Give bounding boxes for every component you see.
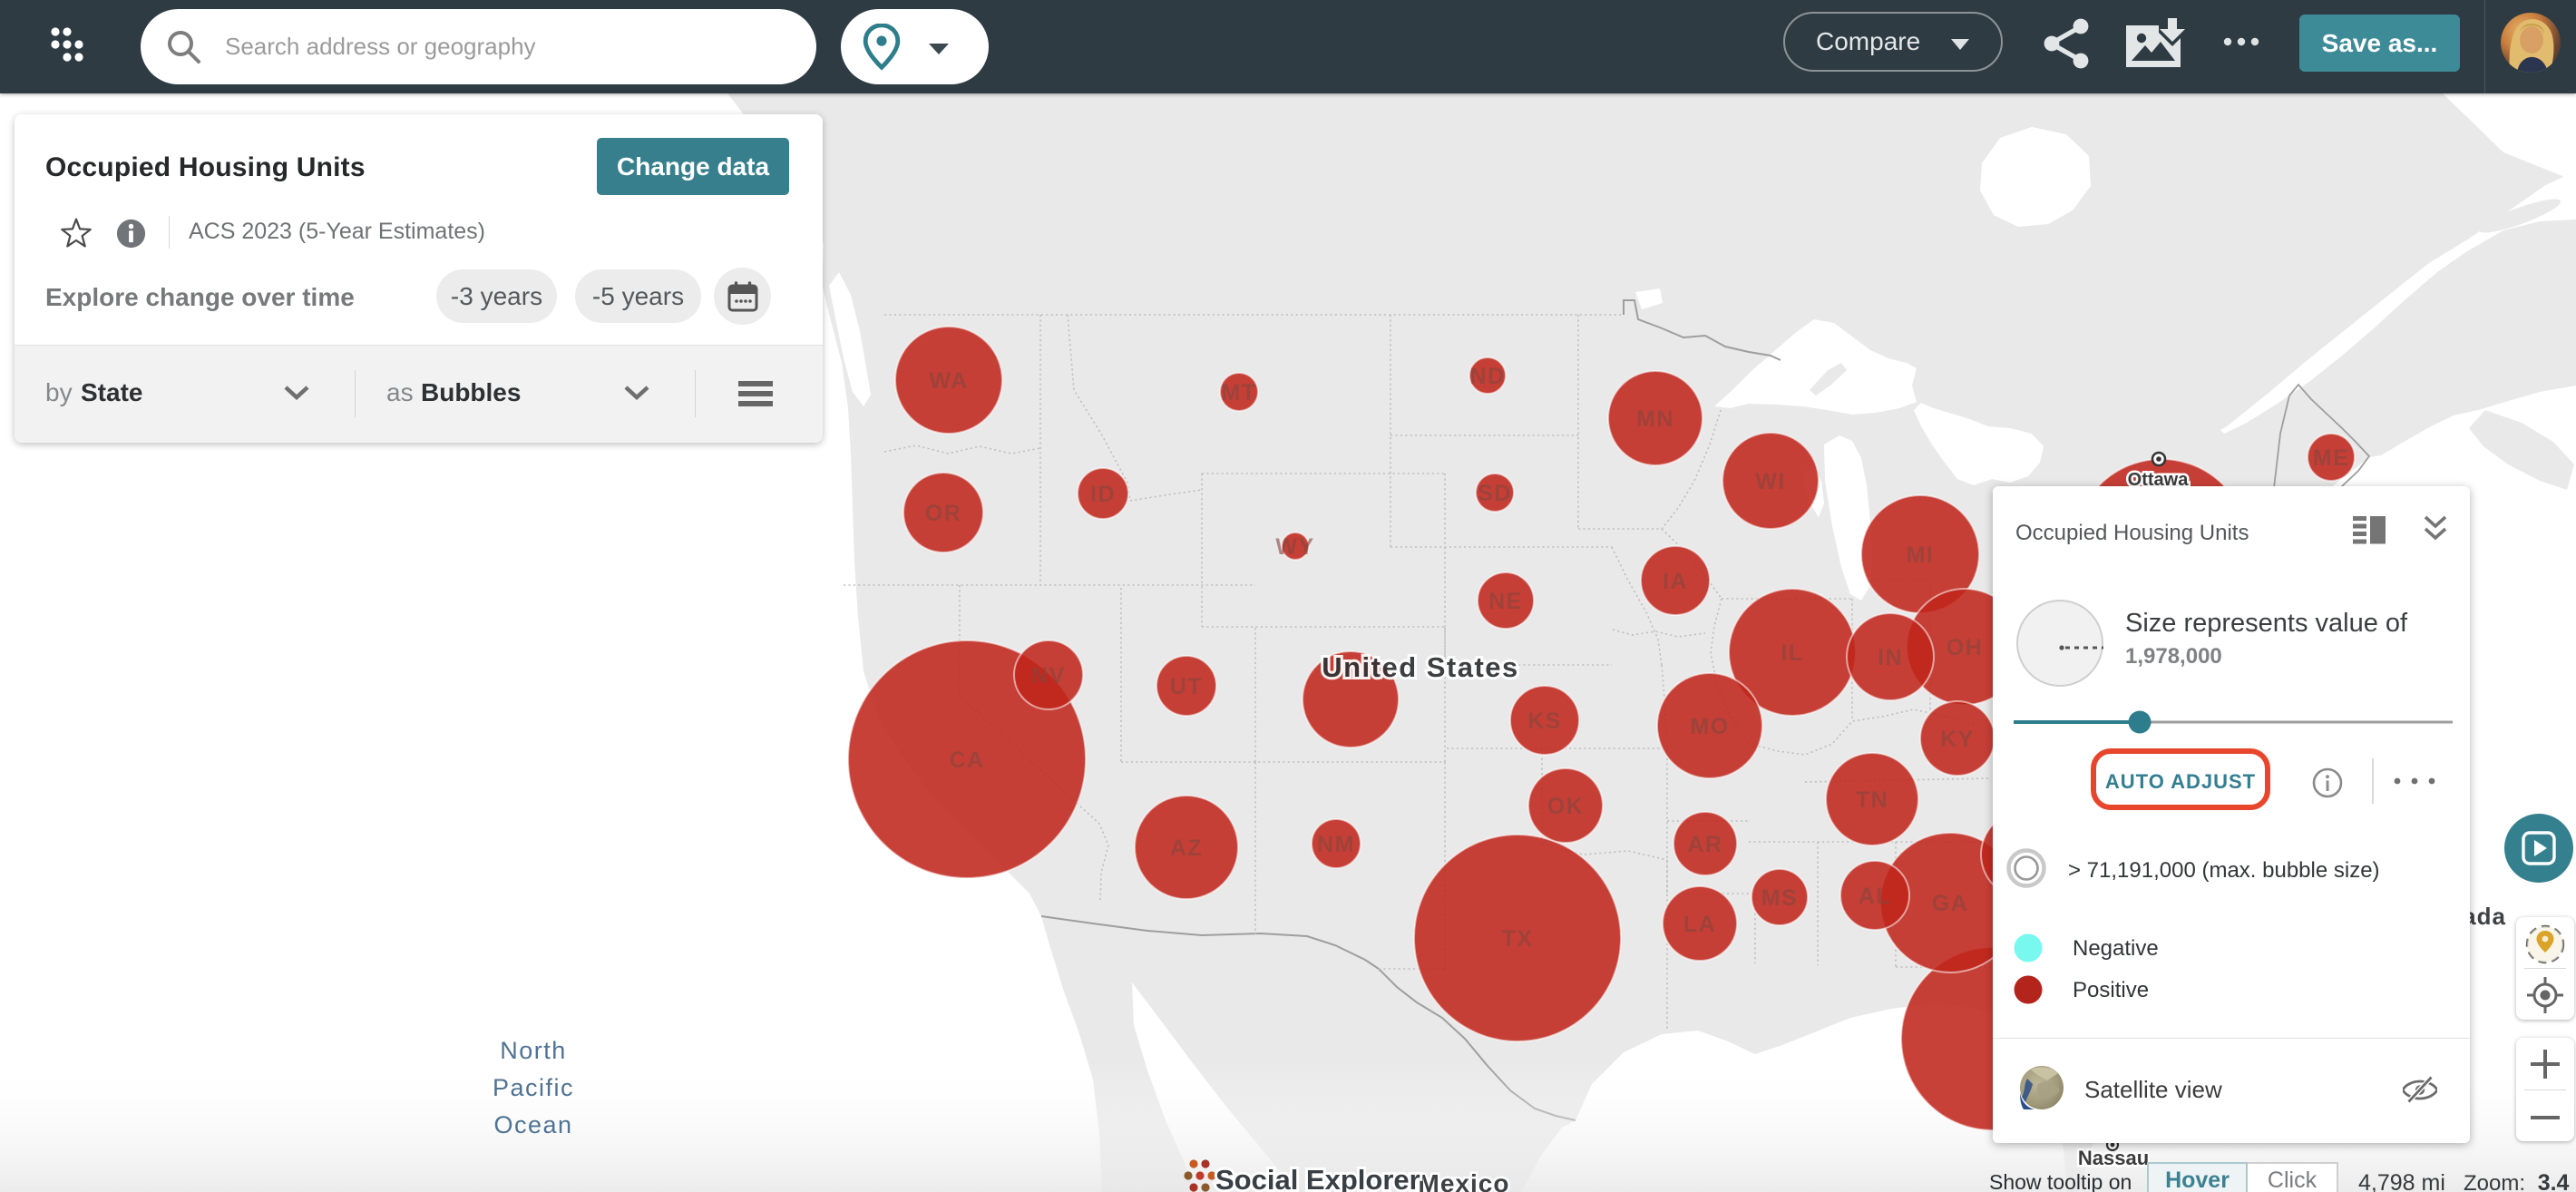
svg-text:IN: IN (1878, 645, 1903, 670)
svg-text:IL: IL (1781, 640, 1803, 666)
svg-text:Ocean: Ocean (493, 1111, 572, 1138)
svg-text:KY: KY (1940, 727, 1975, 752)
svg-text:AZ: AZ (1170, 835, 1203, 861)
svg-text:CA: CA (949, 747, 984, 773)
svg-text:LA: LA (1683, 912, 1716, 937)
svg-text:MO: MO (1690, 714, 1729, 739)
svg-text:MT: MT (1221, 380, 1256, 405)
svg-text:MS: MS (1761, 885, 1799, 911)
svg-text:Social Explorer: Social Explorer (1215, 1164, 1420, 1192)
svg-text:NE: NE (1488, 589, 1523, 614)
svg-text:OK: OK (1547, 794, 1585, 819)
svg-text:OR: OR (925, 501, 962, 526)
svg-text:ID: ID (1090, 482, 1116, 507)
svg-text:United States: United States (1322, 651, 1519, 683)
svg-text:North: North (500, 1037, 567, 1064)
svg-text:Nassau: Nassau (2078, 1147, 2149, 1169)
svg-text:NM: NM (1317, 832, 1355, 857)
svg-text:ME: ME (2313, 445, 2350, 471)
svg-text:IA: IA (1663, 569, 1688, 594)
svg-text:WY: WY (1275, 534, 1314, 560)
svg-text:MI: MI (1907, 542, 1935, 568)
svg-text:Pacific: Pacific (493, 1074, 574, 1101)
svg-text:Mexico: Mexico (1419, 1169, 1510, 1192)
svg-text:OH: OH (1947, 635, 1984, 660)
svg-text:TN: TN (1856, 787, 1888, 813)
svg-text:WI: WI (1755, 469, 1786, 494)
svg-text:ND: ND (1469, 364, 1505, 389)
svg-text:MN: MN (1636, 406, 1674, 432)
svg-text:TX: TX (1502, 926, 1534, 952)
svg-text:AL: AL (1859, 884, 1891, 909)
svg-text:SD: SD (1478, 481, 1512, 506)
svg-text:GA: GA (1932, 891, 1969, 916)
svg-text:AR: AR (1687, 832, 1722, 857)
svg-text:WA: WA (929, 368, 968, 394)
svg-text:NV: NV (1031, 663, 1066, 689)
svg-text:KS: KS (1527, 708, 1562, 734)
svg-text:UT: UT (1170, 674, 1203, 699)
